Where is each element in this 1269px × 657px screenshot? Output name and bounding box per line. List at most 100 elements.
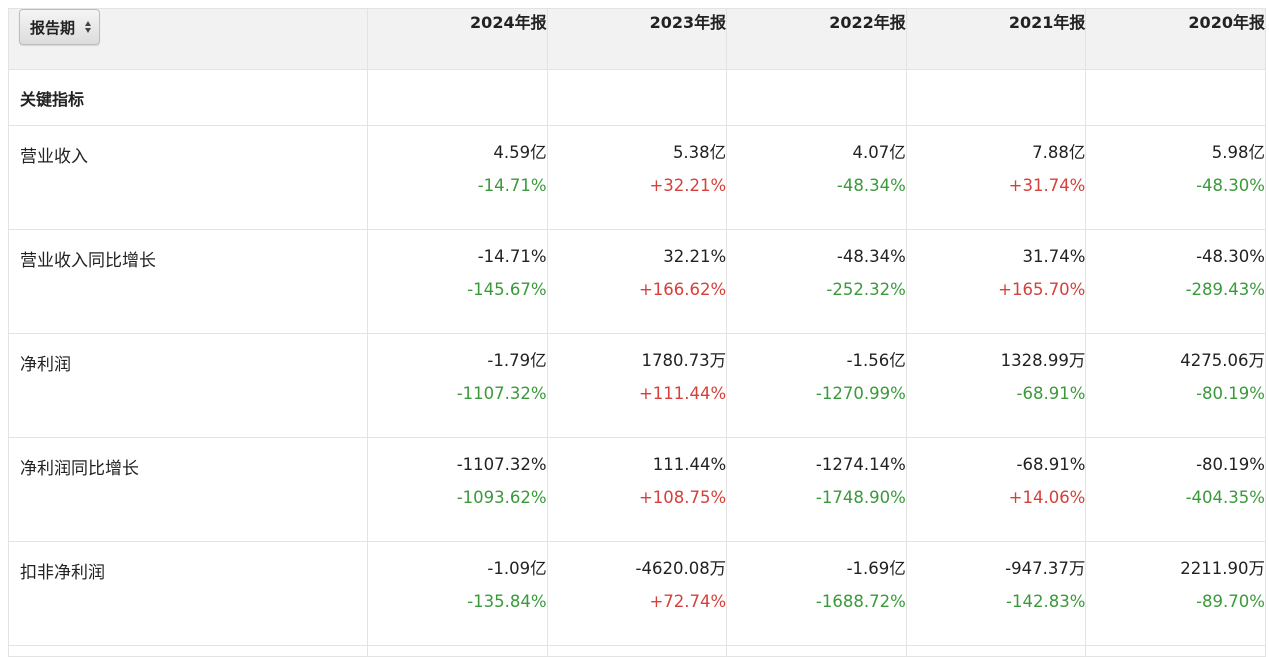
year-header-2024[interactable]: 2024年报 [367, 8, 548, 70]
metric-value: 1328.99万 [1000, 351, 1086, 370]
metric-value: -48.34% [836, 247, 906, 266]
yoy-change: -68.91% [1016, 384, 1086, 403]
yoy-change: -1107.32% [456, 384, 547, 403]
yoy-change: -142.83% [1006, 592, 1086, 611]
metric-value: 2211.90万 [1180, 559, 1265, 578]
table-row: 净利润同比增长 -1107.32% -1093.62% 111.44% +108.75%… [8, 437, 1266, 542]
table-row: 营业收入 4.59亿 -14.71% 5.38亿 +32.21% 4.07亿 -48.34%… [8, 125, 1266, 230]
partial-cell [726, 645, 907, 657]
metric-label[interactable]: 净利润同比增长 [8, 437, 368, 542]
section-empty-cell [726, 69, 907, 126]
value-cell-2021: 31.74% +165.70% [905, 229, 1087, 334]
partial-cell [1085, 645, 1266, 657]
value-cell-2023: 5.38亿 +32.21% [546, 125, 728, 230]
sort-arrows-icon [85, 21, 92, 33]
value-cell-2024: -1.09亿 -135.84% [367, 541, 548, 646]
metric-label[interactable]: 扣非净利润 [8, 541, 368, 646]
metric-value: 4275.06万 [1180, 351, 1265, 370]
year-header-2020[interactable]: 2020年报 [1085, 8, 1266, 70]
yoy-change: +165.70% [998, 280, 1086, 299]
yoy-change: -252.32% [826, 280, 906, 299]
metric-value: -4620.08万 [635, 559, 727, 578]
metric-value: -1.56亿 [846, 351, 906, 370]
metric-value: 7.88亿 [1032, 143, 1086, 162]
value-cell-2021: -68.91% +14.06% [905, 437, 1087, 542]
value-cell-2024: 4.59亿 -14.71% [367, 125, 548, 230]
section-title: 关键指标 [8, 69, 368, 126]
yoy-change: +14.06% [1008, 488, 1086, 507]
report-period-selector[interactable]: 报告期 [19, 9, 101, 45]
metric-value: -68.91% [1016, 455, 1086, 474]
year-header-2023[interactable]: 2023年报 [546, 8, 728, 70]
metric-value: 5.98亿 [1211, 143, 1265, 162]
financial-indicators-table: 报告期 2024年报 2023年报 2022年报 2021年报 2020年报 关… [8, 8, 1266, 657]
yoy-change: +32.21% [649, 176, 727, 195]
section-empty-cell [546, 69, 728, 126]
metric-value: -1107.32% [456, 455, 547, 474]
period-header-cell: 报告期 [8, 8, 368, 70]
yoy-change: -145.67% [467, 280, 547, 299]
yoy-change: -1270.99% [815, 384, 906, 403]
metric-label[interactable]: 营业收入同比增长 [8, 229, 368, 334]
yoy-change: -1093.62% [456, 488, 547, 507]
value-cell-2023: 111.44% +108.75% [546, 437, 728, 542]
yoy-change: -404.35% [1185, 488, 1265, 507]
metric-value: -1.09亿 [487, 559, 547, 578]
yoy-change: +166.62% [638, 280, 727, 299]
value-cell-2022: -1.56亿 -1270.99% [726, 333, 907, 438]
metric-value: -1.79亿 [487, 351, 547, 370]
metric-label[interactable]: 营业收入 [8, 125, 368, 230]
value-cell-2020: 5.98亿 -48.30% [1085, 125, 1266, 230]
section-row-key-indicators: 关键指标 [8, 69, 1266, 126]
metric-value: -48.30% [1196, 247, 1265, 266]
metric-value: 31.74% [1022, 247, 1086, 266]
value-cell-2023: -4620.08万 +72.74% [546, 541, 728, 646]
table-header-row: 报告期 2024年报 2023年报 2022年报 2021年报 2020年报 [8, 8, 1266, 70]
yoy-change: -289.43% [1185, 280, 1265, 299]
metric-label[interactable]: 净利润 [8, 333, 368, 438]
table-row-partial [8, 645, 1266, 657]
year-header-2021[interactable]: 2021年报 [905, 8, 1087, 70]
partial-cell [546, 645, 728, 657]
value-cell-2024: -1107.32% -1093.62% [367, 437, 548, 542]
metric-value: 5.38亿 [672, 143, 727, 162]
value-cell-2023: 1780.73万 +111.44% [546, 333, 728, 438]
value-cell-2022: 4.07亿 -48.34% [726, 125, 907, 230]
value-cell-2021: -947.37万 -142.83% [905, 541, 1087, 646]
section-empty-cell [1085, 69, 1266, 126]
metric-value: 4.07亿 [852, 143, 906, 162]
metric-value: -947.37万 [1005, 559, 1086, 578]
financial-table-container: 报告期 2024年报 2023年报 2022年报 2021年报 2020年报 关… [8, 8, 1266, 657]
value-cell-2020: -80.19% -404.35% [1085, 437, 1266, 542]
yoy-change: -48.34% [836, 176, 906, 195]
metric-value: -14.71% [477, 247, 547, 266]
value-cell-2021: 1328.99万 -68.91% [905, 333, 1087, 438]
value-cell-2024: -14.71% -145.67% [367, 229, 548, 334]
value-cell-2020: 2211.90万 -89.70% [1085, 541, 1266, 646]
value-cell-2022: -1.69亿 -1688.72% [726, 541, 907, 646]
metric-value: -80.19% [1196, 455, 1265, 474]
report-period-label: 报告期 [30, 18, 76, 37]
yoy-change: -1688.72% [815, 592, 906, 611]
metric-value: 4.59亿 [493, 143, 547, 162]
table-row: 净利润 -1.79亿 -1107.32% 1780.73万 +111.44% -1.56亿… [8, 333, 1266, 438]
section-empty-cell [367, 69, 548, 126]
partial-cell [905, 645, 1087, 657]
metric-value: -1.69亿 [846, 559, 906, 578]
value-cell-2020: -48.30% -289.43% [1085, 229, 1266, 334]
yoy-change: -135.84% [467, 592, 547, 611]
year-header-2022[interactable]: 2022年报 [726, 8, 907, 70]
yoy-change: +108.75% [638, 488, 727, 507]
metric-value: 32.21% [663, 247, 727, 266]
yoy-change: +72.74% [649, 592, 727, 611]
metric-value: 111.44% [652, 455, 727, 474]
value-cell-2023: 32.21% +166.62% [546, 229, 728, 334]
yoy-change: -14.71% [477, 176, 547, 195]
yoy-change: +111.44% [638, 384, 727, 403]
metric-value: -1274.14% [815, 455, 906, 474]
partial-cell [367, 645, 548, 657]
value-cell-2024: -1.79亿 -1107.32% [367, 333, 548, 438]
value-cell-2022: -1274.14% -1748.90% [726, 437, 907, 542]
value-cell-2022: -48.34% -252.32% [726, 229, 907, 334]
yoy-change: -1748.90% [815, 488, 906, 507]
